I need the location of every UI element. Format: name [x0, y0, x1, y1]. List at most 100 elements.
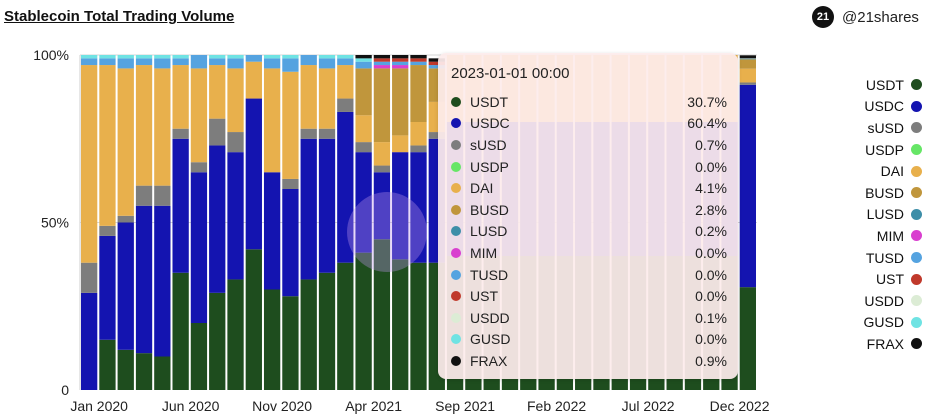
tooltip-row-ust: UST 0.0%	[451, 285, 727, 307]
bar-segment-usdc	[373, 172, 391, 240]
bar-segment-dai	[209, 65, 226, 119]
bar-segment-tusd	[154, 58, 171, 69]
legend-item-usdt[interactable]: USDT	[830, 74, 922, 96]
tooltip-rows: USDT 30.7% USDC 60.4% sUSD 0.7% USDP 0.0% DAI 4.1…	[451, 91, 727, 372]
bar-segment-tusd	[300, 55, 317, 66]
tooltip-swatch	[451, 96, 461, 107]
bar-segment-usdt	[263, 289, 281, 390]
legend-label: FRAX	[866, 335, 904, 352]
tooltip-row-usdc: USDC 60.4%	[451, 113, 727, 135]
bar-segment-susd	[190, 162, 208, 173]
bar-segment-tusd	[190, 55, 208, 69]
bar-segment-usdt	[227, 279, 244, 390]
legend-item-usdc[interactable]: USDC	[830, 96, 922, 118]
bar-segment-dai	[245, 61, 262, 99]
bar-segment-gusd	[135, 55, 153, 59]
bar-segment-dai	[739, 68, 756, 83]
bar-segment-dai	[190, 68, 208, 163]
bar-segment-gusd	[337, 55, 354, 59]
tooltip-series-name: LUSD	[470, 223, 508, 240]
bar-segment-tusd	[318, 58, 336, 69]
x-tick-label: Jan 2020	[70, 398, 128, 414]
bar-segment-gusd	[154, 55, 171, 59]
bar-segment-frax	[739, 55, 756, 59]
legend-swatch	[911, 79, 922, 91]
tooltip-series-name: USDD	[470, 309, 510, 326]
tooltip-row-usdp: USDP 0.0%	[451, 156, 727, 178]
bar-segment-tusd	[282, 58, 299, 72]
tooltip-series-name: USDC	[470, 115, 510, 132]
tooltip-row-lusd: LUSD 0.2%	[451, 221, 727, 243]
x-tick-label: Jul 2022	[622, 398, 675, 414]
bar-segment-dai	[392, 135, 409, 153]
legend-item-busd[interactable]: BUSD	[830, 182, 922, 204]
tooltip-row-usdt: USDT 30.7%	[451, 91, 727, 113]
bar-segment-usdc	[410, 152, 427, 263]
legend-item-susd[interactable]: sUSD	[830, 117, 922, 139]
bar-segment-usdc	[318, 138, 336, 273]
bar-segment-usdt	[172, 272, 189, 390]
legend-item-gusd[interactable]: GUSD	[830, 312, 922, 334]
tooltip-series-value: 0.0%	[695, 331, 727, 348]
tooltip-swatch	[451, 139, 461, 150]
tooltip-series-name: GUSD	[470, 331, 511, 348]
bar-stack	[263, 55, 281, 390]
legend-swatch	[911, 144, 922, 156]
bar-segment-gusd	[227, 55, 244, 59]
bar-segment-susd	[117, 215, 134, 223]
y-tick-label: 50%	[41, 215, 69, 231]
bar-segment-usdc	[337, 111, 354, 263]
bar-stack	[300, 55, 317, 390]
bar-segment-usdc	[81, 292, 98, 390]
tooltip-series-name: TUSD	[470, 266, 509, 283]
bar-segment-gusd	[282, 55, 299, 59]
legend-swatch	[911, 295, 922, 307]
legend-swatch	[911, 122, 922, 134]
bar-segment-dai	[355, 115, 372, 143]
brand-logo: 21	[812, 6, 834, 28]
bar-stack	[117, 55, 134, 390]
bar-segment-busd	[355, 68, 372, 116]
bar-segment-tusd	[410, 61, 427, 66]
legend-item-dai[interactable]: DAI	[830, 160, 922, 182]
legend-swatch	[911, 208, 922, 220]
bar-segment-susd	[227, 132, 244, 153]
bar-segment-tusd	[373, 61, 391, 66]
legend-item-lusd[interactable]: LUSD	[830, 204, 922, 226]
bar-segment-dai	[81, 65, 98, 263]
bar-segment-dai	[337, 65, 354, 99]
bar-stack	[337, 55, 354, 390]
x-tick-label: Feb 2022	[527, 398, 586, 414]
legend-item-usdp[interactable]: USDP	[830, 139, 922, 161]
bar-segment-tusd	[172, 58, 189, 66]
bar-segment-usdt	[245, 249, 262, 390]
legend-label: USDD	[864, 292, 904, 309]
bar-segment-usdt	[318, 272, 336, 390]
bar-segment-usdc	[190, 172, 208, 323]
tooltip-swatch	[451, 312, 461, 323]
legend-item-tusd[interactable]: TUSD	[830, 247, 922, 269]
bar-segment-tusd	[392, 61, 409, 66]
bar-segment-usdt	[392, 259, 409, 390]
bar-segment-usdc	[392, 152, 409, 260]
bar-segment-usdt	[135, 353, 153, 390]
bar-segment-usdt	[99, 339, 116, 390]
legend-swatch	[911, 338, 922, 350]
legend-item-frax[interactable]: FRAX	[830, 333, 922, 355]
bar-segment-usdc	[117, 222, 134, 350]
bar-segment-usdc	[209, 145, 226, 293]
tooltip-series-name: BUSD	[470, 201, 509, 218]
bar-segment-tusd	[428, 65, 445, 69]
tooltip-series-name: DAI	[470, 180, 494, 197]
bar-segment-ust	[410, 58, 427, 62]
bar-segment-tusd	[81, 58, 98, 66]
bar-stack	[81, 55, 98, 390]
bar-segment-usdc	[245, 98, 262, 250]
legend-item-ust[interactable]: UST	[830, 268, 922, 290]
bar-segment-dai	[172, 65, 189, 129]
legend-item-mim[interactable]: MIM	[830, 225, 922, 247]
legend-item-usdd[interactable]: USDD	[830, 290, 922, 312]
bar-segment-gusd	[209, 55, 226, 59]
bar-segment-susd	[154, 185, 171, 206]
bar-segment-busd	[392, 68, 409, 136]
